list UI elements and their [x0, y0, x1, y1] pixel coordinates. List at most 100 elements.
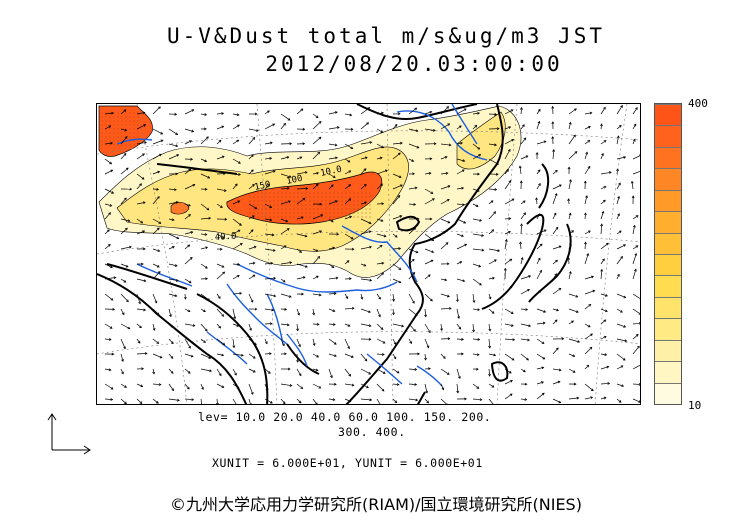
wind-vector-head: [205, 246, 209, 250]
wind-vector-head: [190, 157, 194, 161]
wind-vector-head: [509, 285, 513, 289]
wind-vector-head: [152, 371, 156, 375]
wind-vector: [424, 198, 435, 205]
wind-vector: [360, 263, 366, 267]
wind-vector-head: [393, 356, 397, 360]
wind-vector: [520, 137, 527, 145]
rivers: [116, 104, 488, 387]
wind-vector: [600, 153, 604, 160]
wind-vector-head: [510, 311, 514, 314]
wind-vector-head: [574, 151, 578, 154]
wind-vector: [568, 108, 577, 115]
wind-vector-head: [285, 219, 289, 223]
wind-vector-head: [369, 398, 373, 402]
wind-vector: [312, 353, 319, 358]
wind-vector-head: [571, 320, 574, 324]
wind-vector: [584, 140, 590, 145]
wind-vector-head: [543, 229, 547, 233]
wind-vector-head: [539, 269, 542, 273]
wind-vector: [344, 383, 354, 386]
colorbar-segment: [655, 125, 681, 147]
wind-vector-head: [526, 357, 529, 361]
wind-vector: [472, 338, 480, 340]
wind-vector-head: [350, 355, 354, 358]
wind-vector: [152, 139, 164, 145]
wind-vector-head: [283, 245, 287, 249]
wind-vector-head: [318, 293, 322, 297]
wind-vector-head: [124, 385, 127, 388]
wind-vector-head: [299, 250, 302, 253]
wind-vector: [488, 259, 497, 265]
wind-vector-head: [415, 129, 419, 133]
wind-vector: [584, 304, 591, 310]
wind-vector: [536, 258, 541, 265]
wind-vector: [536, 308, 546, 313]
wind-vector: [168, 323, 174, 328]
wind-vector-head: [236, 274, 240, 278]
wind-vector-head: [175, 172, 179, 176]
wind-vector-head: [123, 109, 127, 113]
wind-vector-head: [577, 340, 581, 343]
wind-vector-head: [479, 398, 483, 402]
wind-vector: [120, 197, 127, 205]
wind-vector-head: [393, 342, 397, 346]
wind-vector: [136, 278, 146, 282]
wind-vector-head: [412, 272, 416, 275]
wind-vector-head: [554, 319, 558, 323]
wind-vector-head: [333, 292, 337, 295]
wind-vector: [216, 293, 221, 299]
wind-vector: [280, 278, 286, 283]
wind-vector: [552, 319, 558, 325]
wind-vector-head: [139, 325, 142, 329]
wind-vector-head: [541, 381, 544, 384]
wind-vector-head: [520, 257, 524, 260]
wind-vector-head: [348, 399, 352, 403]
wind-vector: [440, 106, 449, 115]
wind-vector-head: [478, 264, 482, 268]
wind-vector: [440, 353, 446, 359]
wind-vector: [232, 338, 235, 348]
wind-vector: [472, 398, 482, 401]
wind-vector: [600, 140, 607, 145]
wind-vector-head: [267, 110, 270, 114]
wind-vector-head: [221, 265, 225, 268]
wind-vector-head: [253, 245, 257, 249]
wind-vector: [424, 323, 431, 333]
wind-vector: [424, 353, 427, 360]
wind-vector: [296, 198, 306, 205]
wind-vector-head: [350, 127, 354, 131]
wind-vector: [136, 230, 145, 235]
wind-vector-head: [254, 342, 257, 346]
wind-vector: [504, 285, 513, 295]
wind-vector: [120, 227, 128, 235]
wind-vector-head: [538, 290, 542, 293]
wind-vector-head: [121, 371, 124, 375]
wind-vector-head: [458, 326, 462, 330]
wind-vector-head: [157, 170, 161, 174]
wind-vector: [360, 383, 369, 389]
wind-vector: [328, 368, 333, 378]
wind-vector-head: [298, 373, 302, 377]
wind-vector: [408, 398, 418, 401]
wind-vector: [216, 112, 224, 115]
wind-vector-head: [335, 276, 339, 280]
wind-vector-head: [237, 229, 241, 233]
wind-vector: [104, 125, 111, 130]
wind-vector-head: [299, 156, 303, 160]
wind-vector-head: [284, 307, 288, 311]
wind-vector: [104, 188, 114, 194]
wind-vector-head: [330, 219, 334, 223]
wind-vector: [152, 368, 155, 374]
wind-vector-head: [633, 123, 637, 127]
wind-vector-head: [142, 201, 146, 205]
wind-vector-head: [123, 346, 126, 350]
wind-vector-head: [127, 326, 131, 330]
wind-vector: [344, 368, 351, 377]
wind-vector-head: [288, 294, 292, 298]
wind-vector-head: [528, 324, 532, 328]
wind-vector-head: [428, 330, 431, 334]
wind-vector: [360, 353, 368, 362]
wind-vector: [504, 239, 507, 250]
wind-vector: [232, 139, 239, 145]
wind-vector: [408, 293, 415, 304]
